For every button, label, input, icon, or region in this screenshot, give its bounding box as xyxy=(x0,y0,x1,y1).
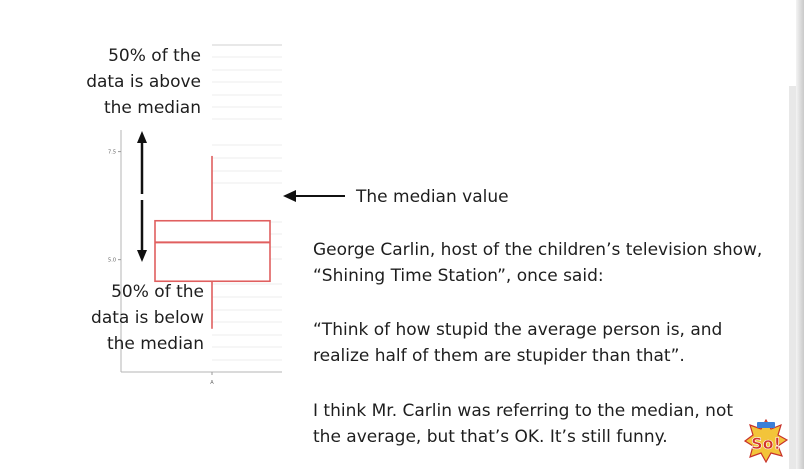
so-logo-text: So! xyxy=(751,434,781,453)
median-value-label: The median value xyxy=(356,187,509,207)
box-plot-marks xyxy=(154,155,271,329)
spread-arrow xyxy=(137,131,147,262)
y-axis-ticks: 5.0 7.5 xyxy=(108,150,121,264)
y-tick-label: 5.0 xyxy=(108,258,116,264)
closing-line-2: the average, but that’s OK. It’s still f… xyxy=(313,427,668,447)
grid-lines xyxy=(212,44,282,361)
x-tick-label: A xyxy=(210,380,214,386)
median-arrow-head xyxy=(283,190,296,202)
window-edge xyxy=(796,0,804,469)
caption-above-line-2: data is above xyxy=(86,72,201,92)
so-logo-icon: So! xyxy=(744,419,788,463)
caption-below-line-3: the median xyxy=(106,334,204,354)
caption-above-median: 50% of the data is above the median xyxy=(60,43,201,121)
caption-above-line-3: the median xyxy=(103,98,201,118)
caption-below-median: 50% of the data is below the median xyxy=(60,279,204,357)
x-axis-ticks: A xyxy=(210,372,214,386)
median-arrow xyxy=(283,190,345,202)
quote-line-2: realize half of them are stupider than t… xyxy=(313,346,685,366)
y-tick-label: 7.5 xyxy=(108,150,116,156)
quote-intro-line-2: “Shining Time Station”, once said: xyxy=(313,266,604,286)
quote-line-1: “Think of how stupid the average person … xyxy=(313,320,723,340)
caption-above-line-1: 50% of the xyxy=(108,46,201,66)
window-shadow xyxy=(789,86,796,469)
arrow-up-head xyxy=(137,131,147,143)
caption-below-line-1: 50% of the xyxy=(111,282,204,302)
interquartile-box xyxy=(154,219,271,283)
quote-intro-line-1: George Carlin, host of the children’s te… xyxy=(313,240,763,260)
caption-below-line-2: data is below xyxy=(91,308,204,328)
arrow-down-head xyxy=(137,250,147,262)
closing-line-1: I think Mr. Carlin was referring to the … xyxy=(313,401,734,421)
